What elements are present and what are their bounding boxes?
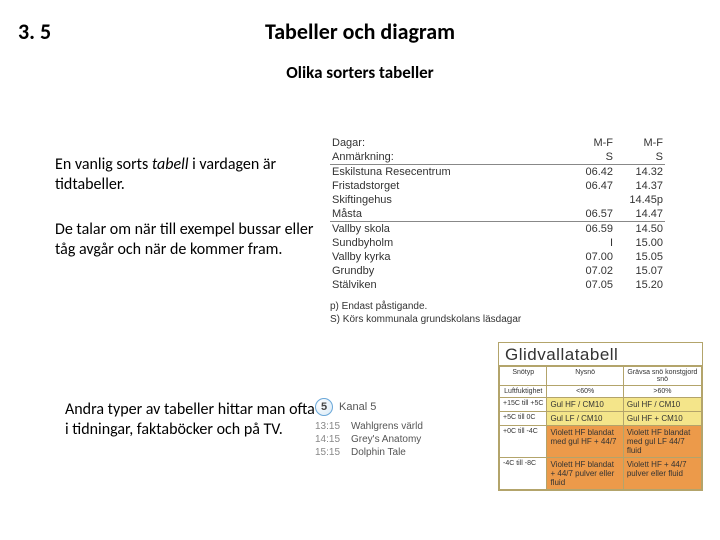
tt-stop: Eskilstuna Resecentrum [330, 165, 565, 179]
tv-t: 13:15 [315, 421, 345, 432]
paragraph-1: En vanlig sorts tabell i vardagen är tid… [55, 155, 305, 195]
tt-t: 15.20 [615, 278, 665, 292]
page-title: Tabeller och diagram [0, 18, 720, 45]
wax-col2a: Nysnö [547, 367, 623, 386]
tt-t: 06.47 [565, 179, 615, 193]
tt-t: 06.57 [565, 207, 615, 222]
tt-t: 07.00 [565, 250, 615, 264]
tt-stop: Grundby [330, 264, 565, 278]
tt-t: 07.05 [565, 278, 615, 292]
page-subtitle: Olika sorters tabeller [0, 62, 720, 83]
paragraph-2: De talar om när till exempel bussar elle… [55, 220, 315, 260]
tt-n2: S [615, 150, 665, 165]
wax-c: Gul LF / CM10 [547, 412, 623, 426]
tt-t: 15.07 [615, 264, 665, 278]
tt-t: 14.45p [615, 193, 665, 207]
para1-italic: tabell [152, 155, 189, 174]
tv-t: 15:15 [315, 447, 345, 458]
wax-c: Gul HF / CM10 [623, 398, 701, 412]
tt-stop: Vallby skola [330, 222, 565, 236]
tt-h2: M-F [615, 136, 665, 150]
tt-h0: Dagar: [330, 136, 565, 150]
wax-lab: -4C till -8C [500, 458, 547, 490]
wax-table: Glidvallatabell Snötyp Nysnö Grävsa snö … [498, 342, 703, 491]
wax-c: Gul HF / CM10 [547, 398, 623, 412]
channel-logo-icon: 5 [315, 398, 333, 416]
wax-col2b: Grävsa snö konstgjord snö [623, 367, 701, 386]
tt-stop: Sundbyholm [330, 236, 565, 250]
tv-listing: 5 Kanal 5 13:15 Wahlgrens värld 14:15 Grey… [315, 398, 465, 459]
tt-t: I [565, 236, 615, 250]
para1-a: En vanlig sorts [55, 155, 152, 174]
tt-n1: S [565, 150, 615, 165]
channel-name: Kanal 5 [339, 401, 376, 413]
tt-note-p: p) Endast påstigande. [330, 300, 665, 313]
wax-h2: >60% [623, 386, 701, 398]
wax-c: Violett HF + 44/7 pulver eller fluid [623, 458, 701, 490]
tt-stop: Skiftingehus [330, 193, 565, 207]
tt-t: 15.05 [615, 250, 665, 264]
tt-t: 14.37 [615, 179, 665, 193]
tt-t: 14.47 [615, 207, 665, 222]
tv-p: Wahlgrens värld [351, 421, 423, 432]
tt-t: 06.59 [565, 222, 615, 236]
tt-t: 14.32 [615, 165, 665, 179]
tv-p: Dolphin Tale [351, 447, 406, 458]
tt-note-s: S) Körs kommunala grundskolans läsdagar [330, 313, 665, 326]
tt-stop: Måsta [330, 207, 565, 222]
tt-n0: Anmärkning: [330, 150, 565, 165]
wax-rowh: Luftfuktighet [500, 386, 547, 398]
timetable: Dagar: M-F M-F Anmärkning: S S Eskilstun… [330, 136, 665, 326]
wax-title: Glidvallatabell [499, 343, 702, 366]
wax-lab: +5C till 0C [500, 412, 547, 426]
tv-p: Grey's Anatomy [351, 434, 421, 445]
paragraph-3: Andra typer av tabeller hittar man ofta … [65, 400, 315, 440]
wax-h1: <60% [547, 386, 623, 398]
tt-stop: Vallby kyrka [330, 250, 565, 264]
tt-stop: Stälviken [330, 278, 565, 292]
wax-lab: +0C till -4C [500, 426, 547, 458]
tt-t: 07.02 [565, 264, 615, 278]
tt-t [565, 193, 615, 207]
tt-t: 15.00 [615, 236, 665, 250]
wax-c: Gul HF + CM10 [623, 412, 701, 426]
wax-c: Violett HF blandat med gul LF 44/7 fluid [623, 426, 701, 458]
tt-h1: M-F [565, 136, 615, 150]
tt-t: 06.42 [565, 165, 615, 179]
tt-stop: Fristadstorget [330, 179, 565, 193]
wax-c: Violett HF blandat + 44/7 pulver eller f… [547, 458, 623, 490]
wax-col1: Snötyp [500, 367, 547, 386]
wax-c: Violett HF blandat med gul HF + 44/7 [547, 426, 623, 458]
wax-lab: +15C till +5C [500, 398, 547, 412]
tv-t: 14:15 [315, 434, 345, 445]
tt-t: 14.50 [615, 222, 665, 236]
